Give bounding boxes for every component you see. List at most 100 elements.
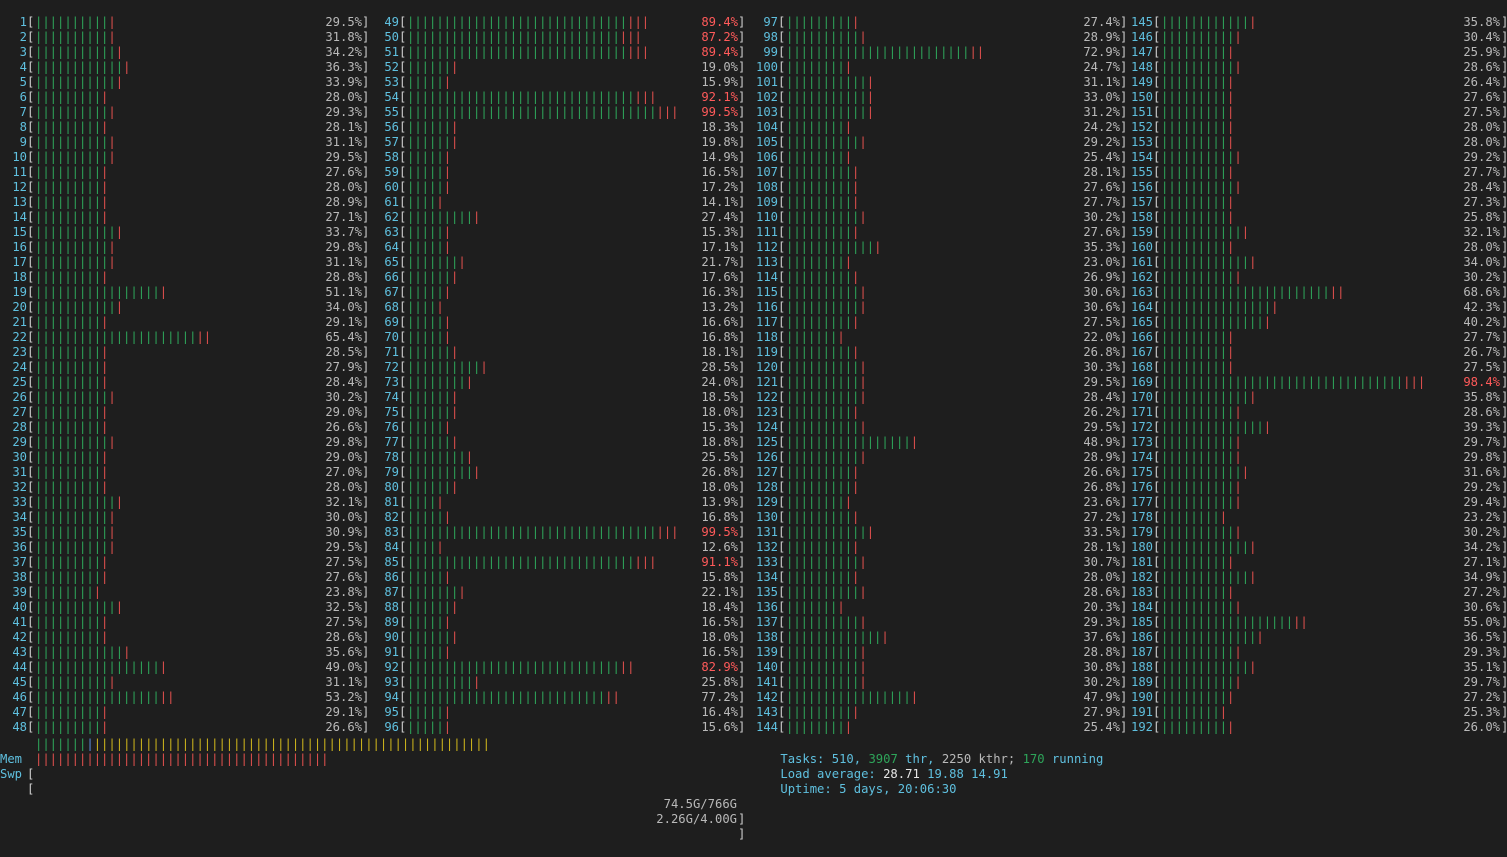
cpu-open-bracket: [ [27, 615, 35, 629]
cpu-open-bracket: [ [399, 315, 407, 329]
cpu-percent: 26.8% [1083, 480, 1120, 494]
cpu-open-bracket: [ [1153, 600, 1161, 614]
cpu-percent: 28.0% [1083, 570, 1120, 584]
cpu-close-bracket: ] [738, 705, 746, 719]
cpu-usage-bar: ||||||||||||| [1161, 570, 1257, 584]
cpu-close-bracket: ] [1501, 345, 1507, 360]
cpu-open-bracket: [ [27, 585, 35, 599]
cpu-close-bracket: ] [738, 120, 746, 134]
cpu-label: 128 [755, 480, 778, 494]
cpu-usage-bar: ||||||||||| [35, 675, 116, 689]
cpu-percent: 18.1% [701, 345, 738, 359]
cpu-open-bracket: [ [399, 525, 407, 539]
cpu-close-bracket: ] [1501, 135, 1507, 150]
cpu-label: 120 [755, 360, 778, 374]
cpu-percent: 31.8% [325, 30, 362, 44]
cpu-percent: 29.7% [1463, 675, 1500, 689]
cpu-close-bracket: ] [1120, 510, 1128, 524]
cpu-percent: 16.5% [701, 645, 738, 659]
cpu-label: 12 [12, 180, 27, 194]
cpu-close-bracket: ] [362, 300, 370, 314]
cpu-percent: 14.9% [701, 150, 738, 164]
cpu-open-bracket: [ [778, 285, 786, 299]
cpu-close-bracket: ] [1501, 540, 1507, 555]
cpu-label: 9 [19, 135, 27, 149]
cpu-percent: 25.4% [1083, 720, 1120, 734]
cpu-percent: 30.2% [1463, 525, 1500, 539]
cpu-usage-bar: |||||||||||||||||| [786, 435, 919, 449]
cpu-open-bracket: [ [1153, 345, 1161, 359]
cpu-percent: 26.8% [1083, 345, 1120, 359]
cpu-label: 91 [384, 645, 399, 659]
cpu-close-bracket: ] [1501, 255, 1507, 270]
cpu-label: 121 [755, 375, 778, 389]
memory-meter: Mem [ ||||||||||||||||||||||||||||||||||… [0, 737, 745, 826]
cpu-percent: 28.9% [1083, 30, 1120, 44]
cpu-close-bracket: ] [1501, 480, 1507, 495]
cpu-label: 51 [384, 45, 399, 59]
cpu-percent: 29.4% [1463, 495, 1500, 509]
cpu-label: 82 [384, 510, 399, 524]
cpu-open-bracket: [ [778, 90, 786, 104]
cpu-open-bracket: [ [1153, 675, 1161, 689]
cpu-percent: 21.7% [701, 255, 738, 269]
cpu-open-bracket: [ [27, 90, 35, 104]
cpu-label: 173 [1130, 435, 1153, 449]
cpu-usage-bar: ||||||||||| [786, 450, 867, 464]
cpu-usage-bar: ||||||||| [1161, 705, 1228, 719]
cpu-open-bracket: [ [1153, 525, 1161, 539]
cpu-open-bracket: [ [27, 480, 35, 494]
cpu-usage-bar: |||||||||| [35, 555, 109, 569]
cpu-close-bracket: ] [1501, 60, 1507, 75]
cpu-close-bracket: ] [1120, 360, 1128, 374]
threads-count: 3907 [868, 752, 898, 766]
cpu-percent: 29.8% [325, 240, 362, 254]
cpu-usage-bar: |||||||||| [786, 315, 860, 329]
cpu-label: 28 [12, 420, 27, 434]
cpu-usage-bar: |||||||||| [1161, 165, 1235, 179]
cpu-percent: 28.0% [325, 480, 362, 494]
cpu-open-bracket: [ [778, 705, 786, 719]
cpu-usage-bar: ||||||||||||| [1161, 390, 1257, 404]
cpu-open-bracket: [ [27, 390, 35, 404]
cpu-open-bracket: [ [778, 660, 786, 674]
cpu-usage-bar: ||||| [407, 195, 444, 209]
cpu-usage-bar: |||||| [407, 240, 452, 254]
cpu-percent: 32.1% [325, 495, 362, 509]
cpu-usage-bar: |||||||||| [1161, 90, 1235, 104]
cpu-label: 162 [1130, 270, 1153, 284]
cpu-usage-bar: ||||||||||| [35, 510, 116, 524]
cpu-percent: 29.5% [1083, 375, 1120, 389]
cpu-label: 32 [12, 480, 27, 494]
cpu-open-bracket: [ [1153, 285, 1161, 299]
cpu-label: 7 [19, 105, 27, 119]
cpu-usage-bar: |||||||||| [1161, 75, 1235, 89]
cpu-usage-bar: ||||||||||| [786, 390, 867, 404]
cpu-label: 89 [384, 615, 399, 629]
cpu-label: 52 [384, 60, 399, 74]
cpu-open-bracket: [ [778, 615, 786, 629]
cpu-percent: 30.6% [1463, 600, 1500, 614]
cpu-usage-bar: |||||||| [786, 600, 845, 614]
cpu-percent: 29.2% [1463, 150, 1500, 164]
cpu-open-bracket: [ [778, 480, 786, 494]
cpu-usage-bar: ||||||||||||| [1161, 660, 1257, 674]
cpu-label: 180 [1130, 540, 1153, 554]
cpu-usage-bar: |||||||||| [786, 570, 860, 584]
cpu-label: 49 [384, 15, 399, 29]
cpu-percent: 27.7% [1463, 330, 1500, 344]
cpu-open-bracket: [ [778, 210, 786, 224]
cpu-label: 161 [1130, 255, 1153, 269]
cpu-usage-bar: |||||| [407, 420, 452, 434]
cpu-usage-bar: |||||||||| [35, 360, 109, 374]
cpu-close-bracket: ] [738, 450, 746, 464]
cpu-label: 126 [755, 450, 778, 464]
cpu-close-bracket: ] [1120, 105, 1128, 119]
cpu-label: 186 [1130, 630, 1153, 644]
cpu-close-bracket: ] [1120, 705, 1128, 719]
cpu-percent: 28.4% [1463, 180, 1500, 194]
cpu-percent: 27.5% [1083, 315, 1120, 329]
cpu-usage-bar: |||||| [407, 720, 452, 734]
cpu-label: 172 [1130, 420, 1153, 434]
cpu-percent: 29.5% [325, 540, 362, 554]
